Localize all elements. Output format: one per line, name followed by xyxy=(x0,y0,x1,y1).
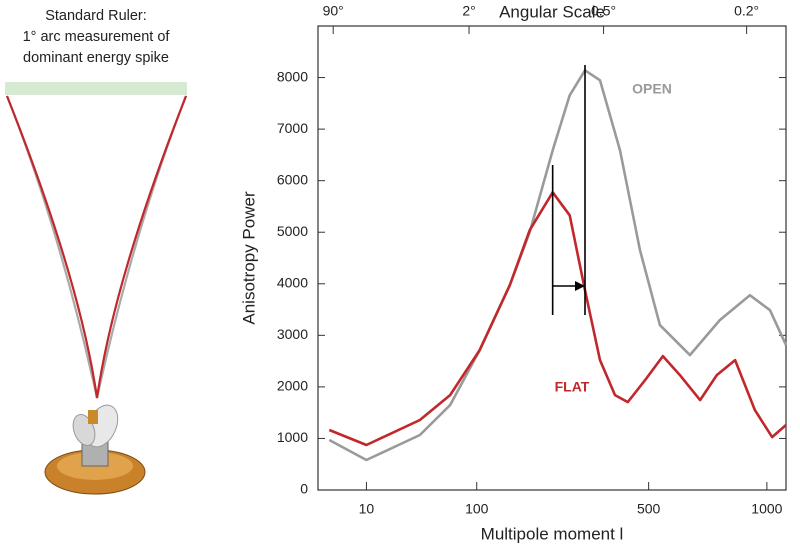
ruler-band xyxy=(5,82,187,95)
arrow-head xyxy=(575,281,586,291)
flat-ray xyxy=(5,95,188,399)
x-tick-label: 1000 xyxy=(751,501,782,517)
x-tick-label: 100 xyxy=(465,501,489,517)
x-axis-title: Multipole moment l xyxy=(481,524,624,543)
top-tick-label: 90° xyxy=(323,3,344,19)
open-ray xyxy=(5,95,188,399)
satellite xyxy=(44,404,146,495)
series-line xyxy=(328,191,787,447)
x-tick-label: 10 xyxy=(359,501,375,517)
ruler-illustration: Standard Ruler: 1° arc measurement of do… xyxy=(5,8,188,495)
top-tick-label: 0.5° xyxy=(591,3,616,19)
y-tick-label: 8000 xyxy=(277,68,308,84)
y-axis-title: Anisotropy Power xyxy=(239,191,258,325)
top-tick-label: 0.2° xyxy=(734,3,759,19)
y-tick-label: 5000 xyxy=(277,223,308,239)
series-label: FLAT xyxy=(555,379,590,395)
series-line xyxy=(328,69,788,462)
y-tick-label: 7000 xyxy=(277,120,308,136)
y-tick-label: 2000 xyxy=(277,378,308,394)
top-axis-title: Angular Scale xyxy=(499,2,605,21)
y-tick-label: 0 xyxy=(300,481,308,497)
y-tick-label: 6000 xyxy=(277,171,308,187)
y-tick-label: 4000 xyxy=(277,274,308,290)
y-tick-label: 1000 xyxy=(277,429,308,445)
x-tick-label: 500 xyxy=(637,501,661,517)
y-tick-label: 3000 xyxy=(277,326,308,342)
ruler-text: 1° arc measurement of xyxy=(23,29,171,45)
top-tick-label: 2° xyxy=(462,3,475,19)
plot-frame xyxy=(317,25,787,491)
ruler-text: dominant energy spike xyxy=(23,50,169,66)
series-label: OPEN xyxy=(632,81,672,97)
ruler-text: Standard Ruler: xyxy=(45,8,147,24)
